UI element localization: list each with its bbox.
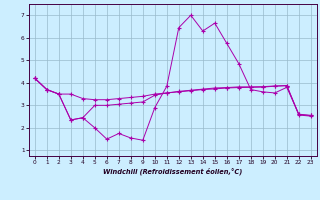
X-axis label: Windchill (Refroidissement éolien,°C): Windchill (Refroidissement éolien,°C)	[103, 168, 243, 175]
